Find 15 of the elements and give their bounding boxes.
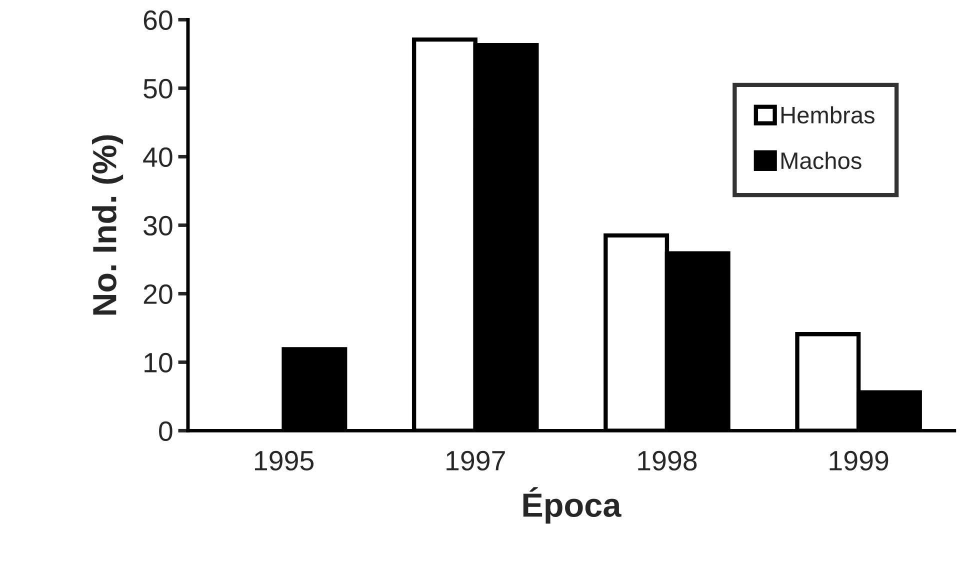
x-axis-title: Época	[523, 487, 622, 524]
y-axis-title: No. Ind. (%)	[92, 135, 124, 315]
y-tick-label: 0	[159, 421, 172, 442]
x-tick-label: 1997	[446, 450, 505, 471]
legend-label: Machos	[781, 152, 862, 170]
y-tick-label: 50	[144, 78, 172, 99]
x-tick-label: 1995	[255, 450, 314, 471]
x-tick-label: 1998	[638, 450, 697, 471]
y-tick-label: 10	[144, 352, 172, 373]
y-tick-label: 40	[143, 147, 172, 168]
legend-label: Hembras	[781, 106, 874, 124]
y-tick-label: 30	[144, 216, 172, 236]
y-tick-label: 60	[144, 10, 172, 30]
y-tick-label: 20	[144, 284, 172, 304]
x-tick-label: 1999	[830, 450, 888, 471]
